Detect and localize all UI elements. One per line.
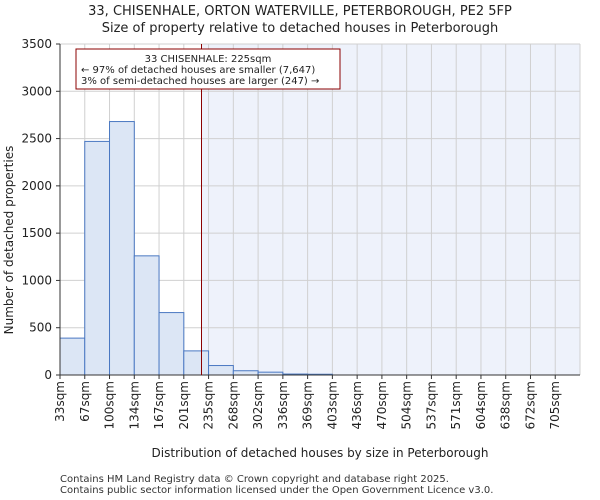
annotation-line3: 3% of semi-detached houses are larger (2…	[81, 76, 319, 87]
y-tick-label: 0	[44, 368, 52, 382]
bar-201sqm	[183, 350, 210, 376]
annotation-line2: ← 97% of detached houses are smaller (7,…	[81, 65, 315, 76]
bar-33sqm	[59, 337, 86, 376]
larger-region-shade	[201, 44, 581, 375]
x-tick-label: 336sqm	[276, 381, 290, 429]
bar-67sqm	[84, 140, 111, 376]
bar-268sqm	[232, 370, 259, 376]
annotation-box	[75, 48, 341, 90]
chart-title: 33, CHISENHALE, ORTON WATERVILLE, PETERB…	[88, 4, 512, 19]
x-tick-label: 302sqm	[251, 381, 265, 429]
x-tick-label: 134sqm	[127, 381, 141, 429]
y-tick-label: 3500	[21, 37, 52, 51]
y-tick-label: 3000	[21, 84, 52, 98]
bar-100sqm	[109, 121, 135, 376]
y-tick-label: 2500	[21, 132, 52, 146]
x-tick-label: 67sqm	[78, 381, 92, 422]
x-tick-label: 369sqm	[301, 381, 315, 429]
x-tick-label: 571sqm	[449, 381, 463, 429]
x-tick-label: 705sqm	[548, 381, 562, 429]
annotation-line1: 33 CHISENHALE: 225sqm	[145, 54, 272, 65]
bar-235sqm	[208, 365, 234, 376]
y-tick-label: 2000	[21, 179, 52, 193]
x-tick-label: 33sqm	[53, 381, 67, 422]
x-tick-label: 403sqm	[325, 381, 339, 429]
x-tick-label: 504sqm	[400, 381, 414, 429]
y-axis-label: Number of detached properties	[2, 146, 16, 335]
x-axis-label: Distribution of detached houses by size …	[152, 446, 489, 460]
x-tick-label: 436sqm	[350, 381, 364, 429]
x-tick-label: 201sqm	[177, 381, 191, 429]
bar-134sqm	[133, 255, 160, 376]
x-tick-label: 470sqm	[375, 381, 389, 429]
x-tick-label: 672sqm	[523, 381, 537, 429]
x-tick-label: 100sqm	[103, 381, 117, 429]
y-tick-label: 1000	[21, 273, 52, 287]
y-tick-label: 500	[29, 321, 52, 335]
x-tick-label: 268sqm	[226, 381, 240, 429]
x-tick-label: 638sqm	[499, 381, 513, 429]
footer-line-2: Contains public sector information licen…	[60, 485, 494, 496]
footer-line-1: Contains HM Land Registry data © Crown c…	[60, 474, 449, 485]
x-tick-label: 167sqm	[152, 381, 166, 429]
bar-167sqm	[158, 312, 185, 376]
y-tick-label: 1500	[21, 226, 52, 240]
x-tick-label: 537sqm	[424, 381, 438, 429]
x-tick-label: 604sqm	[474, 381, 488, 429]
chart-subtitle: Size of property relative to detached ho…	[101, 21, 499, 36]
x-tick-label: 235sqm	[202, 381, 216, 429]
